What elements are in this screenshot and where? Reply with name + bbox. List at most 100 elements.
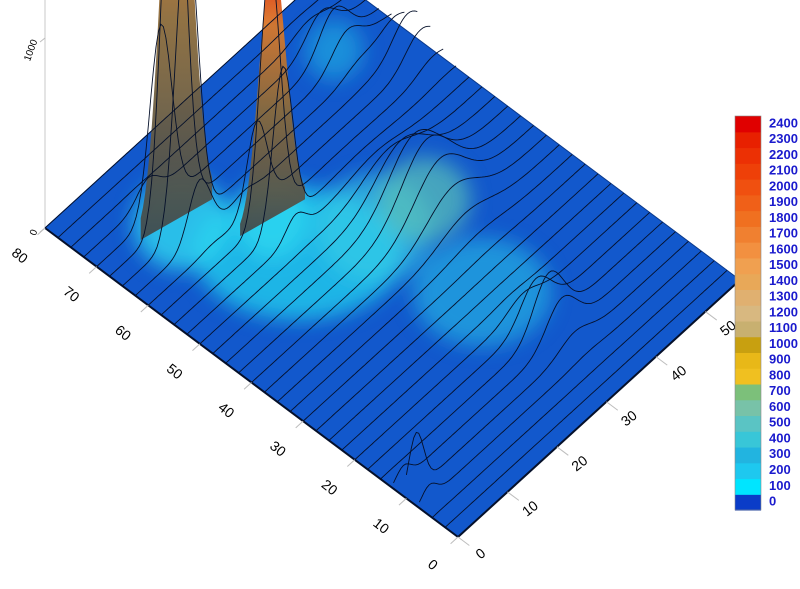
colorbar-label: 300: [769, 446, 791, 461]
colorbar-label: 1900: [769, 194, 798, 209]
colorbar-label: 1500: [769, 257, 798, 272]
y-tick-mark: [398, 498, 407, 506]
surface-row-line: [251, 125, 534, 383]
y-tick-mark: [140, 304, 149, 313]
colorbar-swatch: [735, 273, 761, 290]
y-tick-label: 60: [112, 322, 134, 344]
surface-row-line: [147, 25, 431, 306]
colorbar-swatch: [735, 431, 761, 448]
surface-row-line: [264, 134, 547, 393]
x-tick-label: 0: [472, 545, 488, 563]
x-tick-mark: [556, 446, 569, 456]
surface-row-line: [328, 183, 612, 441]
z-tick-mark: [39, 37, 46, 43]
surface-row-line: [380, 221, 663, 480]
surface-row-line: [405, 241, 689, 475]
colorbar: 0100200300400500600700800900100011001200…: [734, 115, 798, 511]
x-tick-mark: [457, 536, 470, 546]
x-tick-mark: [705, 311, 718, 321]
colorbar-swatch: [735, 399, 761, 417]
colorbar-label: 1800: [769, 210, 798, 225]
y-tick-mark: [192, 343, 201, 352]
x-tick-mark: [507, 491, 520, 501]
colorbar-label: 1700: [769, 226, 798, 241]
x-tick-mark: [606, 401, 619, 411]
surface-row-line: [199, 86, 483, 345]
colorbar-swatch: [735, 131, 761, 149]
y-tick-label: 50: [164, 360, 186, 382]
z-axis-ticks: 010002000: [22, 37, 46, 237]
colorbar-swatch: [735, 242, 761, 259]
colorbar-label: 1600: [769, 241, 798, 256]
y-tick-mark: [88, 266, 97, 274]
colorbar-swatch: [735, 478, 761, 495]
colorbar-swatch: [735, 368, 761, 385]
colorbar-swatch: [735, 383, 761, 401]
surface-row-line: [225, 105, 509, 364]
y-tick-mark: [243, 382, 252, 390]
colorbar-label: 200: [769, 462, 791, 477]
colorbar-swatch: [735, 163, 761, 180]
colorbar-label: 800: [769, 367, 791, 382]
surface-row-line: [431, 260, 715, 518]
y-tick-label: 80: [9, 244, 31, 266]
colorbar-label: 2200: [769, 147, 798, 162]
surface-row-line: [238, 115, 521, 374]
surface-row-line: [302, 163, 586, 422]
colorbar-label: 600: [769, 399, 791, 414]
colorbar-label: 2400: [769, 115, 798, 130]
colorbar-label: 2000: [769, 178, 798, 193]
surface-row-line: [277, 144, 560, 403]
colorbar-label: 1300: [769, 289, 798, 304]
colorbar-label: 1000: [769, 336, 798, 351]
colorbar-swatch: [735, 210, 761, 227]
colorbar-swatch: [735, 462, 761, 480]
colorbar-label: 0: [769, 494, 776, 509]
colorbar-label: 2300: [769, 131, 798, 146]
surface-row-line: [109, 0, 392, 277]
colorbar-frame: [734, 115, 762, 511]
y-tick-label: 70: [61, 283, 83, 305]
surface-row-line: [367, 212, 651, 470]
surface-row-line: [44, 0, 296, 229]
colorbar-swatch: [735, 116, 761, 133]
surface-row-line: [122, 0, 405, 287]
surface-row-line: [444, 269, 728, 528]
colorbar-label: 500: [769, 415, 791, 430]
surface-row-line: [96, 5, 379, 267]
y-tick-label: 20: [319, 476, 341, 498]
x-tick-label: 40: [667, 362, 689, 384]
surface-row-line: [57, 0, 319, 239]
surface-row-line: [134, 10, 418, 296]
surface-row-line: [393, 231, 676, 484]
surface-front-edge: [457, 279, 741, 538]
colorbar-label: 1200: [769, 304, 798, 319]
colorbar-swatch: [735, 446, 761, 464]
colorbar-label: 2100: [769, 163, 798, 178]
z-tick-label: 0: [28, 228, 40, 237]
colorbar-swatch: [735, 194, 761, 212]
colorbar-swatch: [735, 179, 761, 196]
x-tick-label: 10: [519, 497, 541, 519]
z-tick-label: 1000: [22, 38, 40, 63]
colorbar-swatch: [735, 305, 761, 322]
colorbar-label: 1400: [769, 273, 798, 288]
colorbar-swatch: [735, 415, 761, 432]
y-tick-label: 10: [370, 515, 392, 537]
y-tick-mark: [346, 459, 356, 467]
z-tick-mark: [39, 227, 46, 233]
surface-row-line: [289, 154, 573, 412]
y-tick-label: 30: [267, 437, 289, 459]
colorbar-label: 900: [769, 352, 791, 367]
colorbar-label: 100: [769, 478, 791, 493]
x-tick-mark: [655, 356, 668, 366]
colorbar-swatch: [735, 257, 761, 275]
colorbar-swatch: [735, 336, 761, 353]
surface-row-line: [315, 173, 599, 432]
grid-lines-layer: [44, 0, 741, 538]
surface-row-line: [212, 96, 496, 354]
colorbar-label: 400: [769, 431, 791, 446]
surface-row-line: [418, 250, 702, 503]
colorbar-swatch: [735, 147, 761, 164]
